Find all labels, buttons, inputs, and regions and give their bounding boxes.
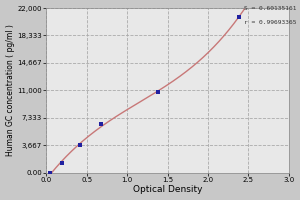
- Point: [99, 122, 103, 126]
- Point: [48, 171, 53, 174]
- X-axis label: Optical Density: Optical Density: [133, 185, 202, 194]
- Point: [236, 15, 241, 19]
- Text: r = 0.99693365: r = 0.99693365: [244, 20, 297, 25]
- Point: [78, 143, 82, 146]
- Text: S = 0.60135161: S = 0.60135161: [244, 6, 297, 11]
- Point: [60, 161, 65, 164]
- Y-axis label: Human GC concentration ( pg/ml ): Human GC concentration ( pg/ml ): [6, 24, 15, 156]
- Point: [155, 90, 160, 93]
